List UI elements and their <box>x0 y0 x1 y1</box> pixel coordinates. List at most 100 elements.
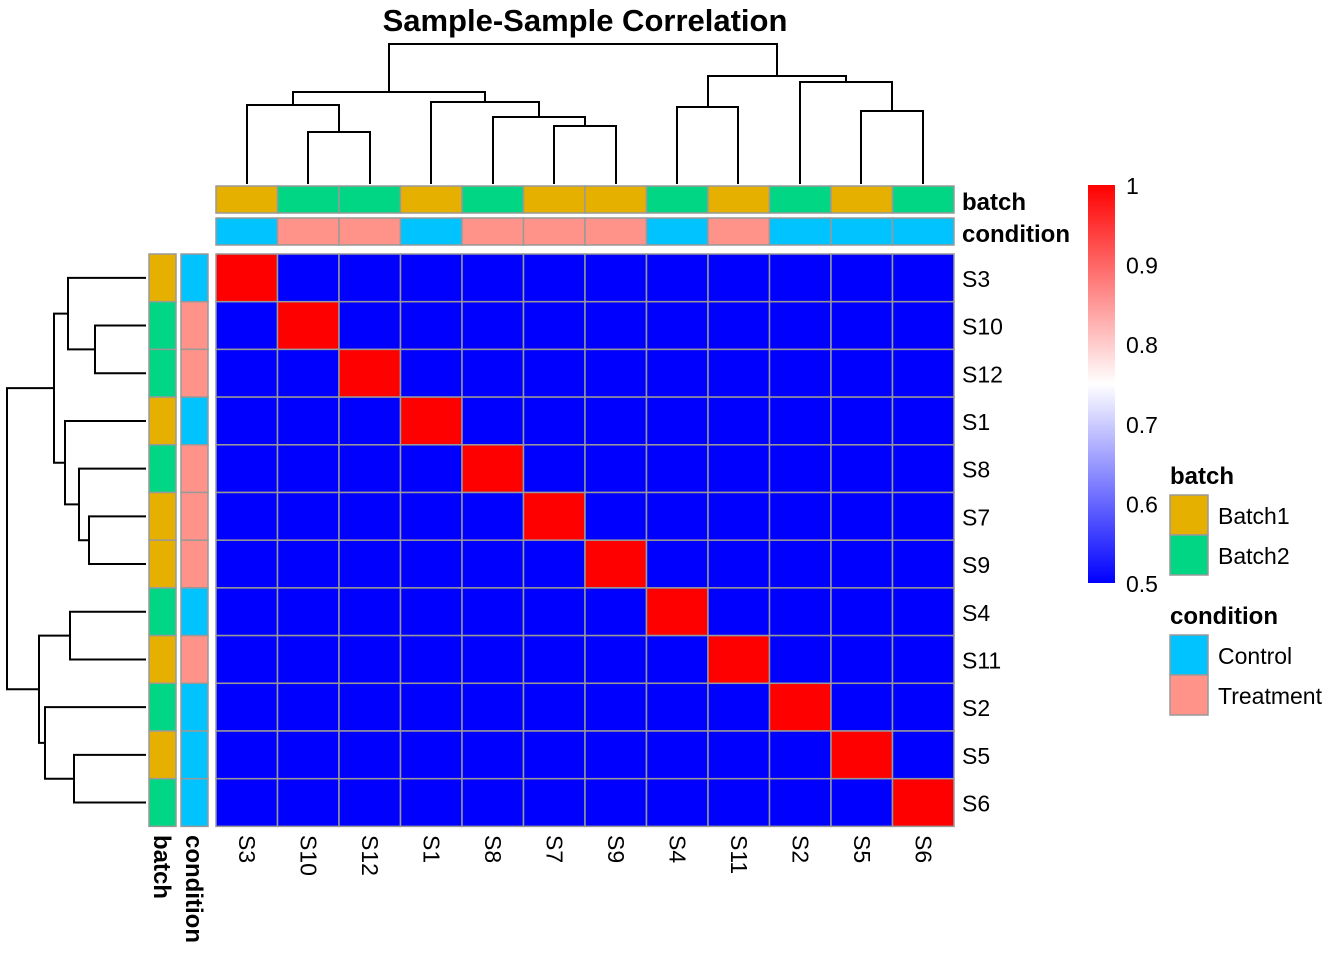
heatmap-cell <box>399 253 463 303</box>
col-annotation-condition <box>276 217 340 246</box>
col-label: S9 <box>603 835 629 863</box>
heatmap-cell <box>399 348 463 398</box>
row-dendrogram-branch <box>73 753 146 804</box>
heatmap-cell <box>522 730 586 780</box>
row-annotation-label-condition: condition <box>180 835 207 943</box>
heatmap-cell <box>215 682 279 732</box>
row-label: S10 <box>962 314 1003 340</box>
col-annotation-condition <box>461 217 525 246</box>
heatmap-cell <box>584 253 648 303</box>
heatmap-cell <box>399 444 463 494</box>
row-label: S6 <box>962 791 990 817</box>
col-label: S8 <box>480 835 506 863</box>
col-label: S5 <box>849 835 875 863</box>
heatmap-cell <box>522 396 586 446</box>
heatmap-cell <box>891 730 955 780</box>
row-dendrogram-branch <box>67 276 146 351</box>
heatmap-cell <box>830 348 894 398</box>
heatmap-cell <box>522 634 586 685</box>
col-label: S4 <box>664 835 690 863</box>
col-annotation-condition <box>768 217 832 246</box>
heatmap-cell <box>707 253 771 303</box>
col-label: S7 <box>541 835 567 863</box>
legend-item-label: Treatment <box>1218 683 1323 709</box>
heatmap-cell <box>891 444 955 494</box>
heatmap-cell <box>276 348 340 398</box>
heatmap-cell <box>645 396 709 446</box>
column-dendrogram-branch <box>388 43 778 92</box>
heatmap-cell <box>707 539 771 589</box>
column-dendrogram-branch <box>307 131 371 184</box>
row-annotation-batch <box>148 587 177 637</box>
heatmap-cell <box>461 777 525 828</box>
col-annotation-condition <box>830 217 894 246</box>
col-label: S10 <box>295 835 321 876</box>
row-dendrogram-branch <box>38 634 70 744</box>
heatmap-cell <box>830 396 894 446</box>
heatmap-cell <box>276 444 340 494</box>
heatmap-cell <box>399 396 463 446</box>
heatmap-cell <box>338 396 402 446</box>
row-annotation-condition <box>180 587 209 637</box>
heatmap-cell <box>215 396 279 446</box>
heatmap-cell <box>461 300 525 351</box>
colorbar-tick-label: 0.7 <box>1126 412 1158 438</box>
legend-swatch <box>1169 494 1209 536</box>
col-label: S2 <box>787 835 813 863</box>
heatmap-cell <box>522 539 586 589</box>
row-annotation-batch <box>148 730 177 780</box>
heatmap-cell <box>338 348 402 398</box>
heatmap-cell <box>338 587 402 637</box>
colorbar-tick-label: 0.8 <box>1126 332 1158 358</box>
row-annotation-batch <box>148 300 177 351</box>
row-annotation-condition <box>180 634 209 685</box>
row-annotation-condition <box>180 777 209 828</box>
colorbar-tick-label: 1 <box>1126 173 1139 199</box>
legend-item-label: Batch1 <box>1218 503 1290 529</box>
heatmap-cell <box>891 777 955 828</box>
row-annotation-batch <box>148 253 177 303</box>
colorbar <box>1088 185 1115 583</box>
row-annotation-batch <box>148 539 177 589</box>
heatmap-cell <box>768 682 832 732</box>
heatmap-cell <box>768 539 832 589</box>
heatmap-cell <box>645 491 709 541</box>
heatmap-cell <box>338 682 402 732</box>
row-label: S1 <box>962 409 990 435</box>
row-annotation-condition <box>180 300 209 351</box>
row-annotation-batch <box>148 777 177 828</box>
heatmap-cell <box>399 777 463 828</box>
row-annotation-condition <box>180 730 209 780</box>
heatmap-cell <box>891 634 955 685</box>
heatmap-cell <box>338 253 402 303</box>
heatmap-cell <box>584 634 648 685</box>
heatmap-cell <box>461 730 525 780</box>
heatmap-cell <box>830 491 894 541</box>
heatmap-cell <box>461 491 525 541</box>
col-annotation-batch <box>461 185 525 214</box>
chart-title: Sample-Sample Correlation <box>383 3 788 38</box>
heatmap-cell <box>645 444 709 494</box>
heatmap-cell <box>461 253 525 303</box>
heatmap-cell <box>276 634 340 685</box>
col-annotation-batch <box>276 185 340 214</box>
col-annotation-batch <box>645 185 709 214</box>
col-label: S3 <box>234 835 260 863</box>
heatmap-cell <box>215 300 279 351</box>
row-dendrogram-branch <box>94 324 146 375</box>
row-annotation-condition <box>180 253 209 303</box>
heatmap-cell <box>707 682 771 732</box>
column-dendrogram-branch <box>860 110 924 184</box>
heatmap-cell <box>768 300 832 351</box>
colorbar-tick-label: 0.9 <box>1126 253 1158 279</box>
column-dendrogram-branch <box>707 75 847 107</box>
heatmap-cell <box>891 253 955 303</box>
heatmap-cell <box>891 348 955 398</box>
heatmap-cell <box>584 777 648 828</box>
row-annotation-batch <box>148 682 177 732</box>
row-annotation-condition <box>180 539 209 589</box>
heatmap-cell <box>830 444 894 494</box>
heatmap-cell <box>584 491 648 541</box>
heatmap-cell <box>215 253 279 303</box>
col-annotation-batch <box>584 185 648 214</box>
